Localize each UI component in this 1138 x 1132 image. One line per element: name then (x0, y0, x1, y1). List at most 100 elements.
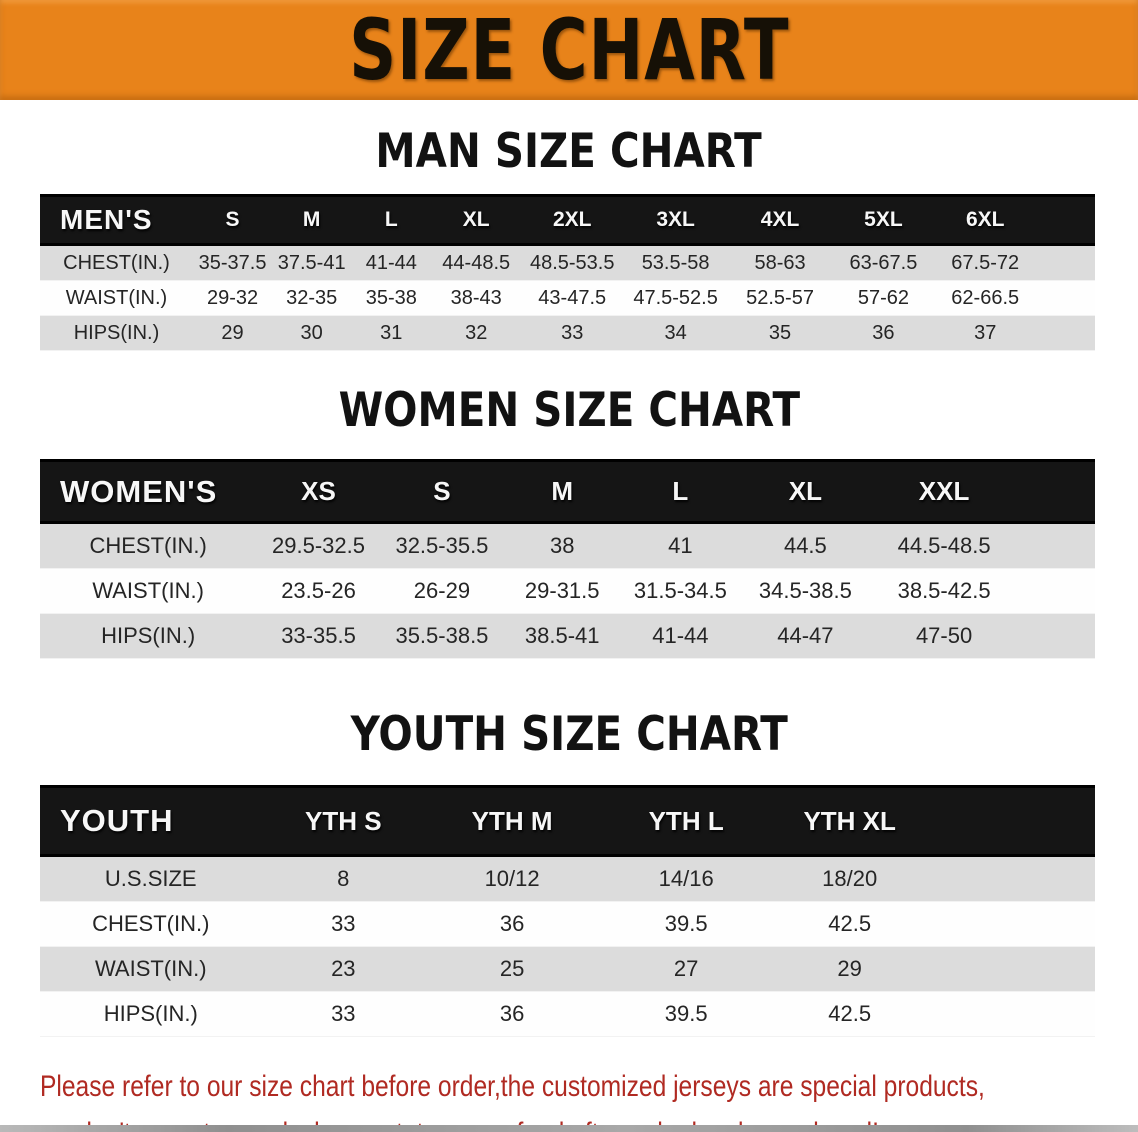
disclaimer-line-1: Please refer to our size chart before or… (40, 1063, 1138, 1110)
value-cell: 34 (664, 321, 687, 344)
column-header-cell: YTH XL (773, 785, 927, 857)
value-cell: 33 (331, 1001, 356, 1026)
men-section-heading-text: MAN SIZE CHART (375, 124, 763, 179)
men-section: MAN SIZE CHART MEN'S S M L XL 2XL 3XL 4XL 5XL 6XL… (0, 124, 1138, 351)
table-row: WAIST(IN.) 29-32 32-35 35-38 38-43 43-47.5 47.… (40, 280, 1095, 316)
column-header-cell: YTH M (425, 785, 600, 857)
value-cell: 44-47 (777, 623, 834, 648)
value-cell: 35 (768, 321, 792, 344)
value-cell: 62-66.5 (951, 286, 1020, 309)
table-title-cell: WOMEN'S (40, 459, 257, 524)
column-header-cell: L (621, 459, 740, 524)
table-row: CHEST(IN.) 29.5-32.5 32.5-35.5 38 41 44.5 44.5… (40, 522, 1095, 569)
disclaimer-line-1-text: Please refer to our size chart before or… (40, 1070, 985, 1103)
header-row: WOMEN'S XS S M L XL XXL (40, 459, 1095, 524)
value-cell: 35-37.5 (198, 251, 267, 274)
value-cell: 44.5-48.5 (897, 533, 991, 558)
youth-size-table: YOUTH YTH S YTH M YTH L YTH XL U.S.SIZE 8 10/12… (40, 785, 1095, 1037)
men-section-heading: MAN SIZE CHART (0, 124, 1138, 179)
column-header-cell: M (503, 459, 622, 524)
column-header-cell: 3XL (623, 194, 728, 246)
value-cell: 44-48.5 (442, 251, 511, 274)
table-row: HIPS(IN.) 33-35.5 35.5-38.5 38.5-41 41-44 44-… (40, 613, 1095, 659)
youth-section-heading: YOUTH SIZE CHART (0, 707, 1138, 762)
value-cell: 32-35 (286, 286, 338, 309)
value-cell: 36 (499, 911, 525, 936)
row-label-cell: WAIST(IN.) (94, 956, 207, 981)
value-cell: 63-67.5 (849, 251, 918, 274)
filler-cell (926, 947, 1095, 992)
column-header-cell: XL (431, 194, 522, 246)
value-cell: 8 (337, 866, 350, 891)
header-row: YOUTH YTH S YTH M YTH L YTH XL (40, 785, 1095, 857)
filler-cell (926, 785, 1095, 857)
value-cell: 47.5-52.5 (633, 286, 718, 309)
value-cell: 38.5-42.5 (897, 578, 991, 603)
value-cell: 37.5-41 (277, 251, 346, 274)
column-header-cell: 5XL (832, 194, 935, 246)
value-cell: 36 (872, 321, 895, 344)
filler-cell (1017, 569, 1095, 614)
banner: SIZE CHART (0, 0, 1138, 100)
banner-title: SIZE CHART (348, 1, 790, 99)
women-size-table: WOMEN'S XS S M L XL XXL CHEST(IN.) 29.5-32.5 32.5… (40, 459, 1095, 659)
value-cell: 44.5 (783, 533, 827, 558)
disclaimer: Please refer to our size chart before or… (40, 1063, 1138, 1132)
value-cell: 34.5-38.5 (758, 578, 852, 603)
value-cell: 41-44 (365, 251, 417, 274)
value-cell: 31 (380, 321, 403, 344)
value-cell: 27 (673, 956, 699, 981)
value-cell: 42.5 (828, 911, 872, 936)
value-cell: 30 (300, 321, 323, 344)
value-cell: 41-44 (652, 623, 709, 648)
men-size-table: MEN'S S M L XL 2XL 3XL 4XL 5XL 6XL CHEST(IN.) 35-37… (40, 194, 1095, 351)
column-header-cell: S (192, 194, 273, 246)
value-cell: 42.5 (828, 1001, 872, 1026)
column-header-cell: S (380, 459, 504, 524)
value-cell: 29 (221, 321, 244, 344)
value-cell: 35-38 (365, 286, 417, 309)
table-row: U.S.SIZE 8 10/12 14/16 18/20 (40, 855, 1095, 902)
value-cell: 48.5-53.5 (529, 251, 615, 274)
bottom-strip (0, 1125, 1138, 1132)
filler-cell (926, 902, 1095, 947)
value-cell: 32.5-35.5 (395, 533, 489, 558)
women-section-heading-text: WOMEN SIZE CHART (338, 383, 800, 438)
value-cell: 38-43 (450, 286, 502, 309)
value-cell: 37 (974, 321, 997, 344)
filler-cell (1036, 245, 1095, 281)
column-header-cell: YTH S (261, 785, 426, 857)
women-section: WOMEN SIZE CHART WOMEN'S XS S M L XL XXL CHEST(… (0, 383, 1138, 659)
filler-cell (1017, 614, 1095, 659)
row-label-cell: HIPS(IN.) (101, 623, 196, 648)
column-header-cell: XS (256, 459, 381, 524)
value-cell: 38.5-41 (524, 623, 600, 648)
youth-section: YOUTH SIZE CHART YOUTH YTH S YTH M YTH L YTH… (0, 707, 1138, 1037)
table-title-cell: YOUTH (40, 785, 262, 857)
value-cell: 26-29 (413, 578, 471, 603)
value-cell: 36 (499, 1001, 525, 1026)
value-cell: 14/16 (658, 866, 714, 891)
column-header-cell: 4XL (727, 194, 833, 246)
value-cell: 33 (561, 321, 584, 344)
column-header-cell: L (351, 194, 432, 246)
column-header-cell: 6XL (934, 194, 1036, 246)
table-row: HIPS(IN.) 33 36 39.5 42.5 (40, 991, 1095, 1037)
row-label-cell: CHEST(IN.) (92, 911, 210, 936)
column-header-cell: 2XL (521, 194, 624, 246)
row-label-cell: WAIST(IN.) (92, 578, 204, 603)
women-section-heading: WOMEN SIZE CHART (0, 383, 1138, 438)
value-cell: 29-32 (206, 286, 259, 309)
row-label-cell: CHEST(IN.) (89, 533, 207, 558)
table-row: CHEST(IN.) 33 36 39.5 42.5 (40, 901, 1095, 947)
value-cell: 32 (465, 321, 488, 344)
value-cell: 31.5-34.5 (633, 578, 727, 603)
youth-section-heading-text: YOUTH SIZE CHART (350, 707, 788, 762)
column-header-cell: XXL (871, 459, 1017, 524)
filler-cell (1036, 316, 1095, 351)
table-row: CHEST(IN.) 35-37.5 37.5-41 41-44 44-48.5 48.5… (40, 244, 1095, 281)
value-cell: 35.5-38.5 (395, 623, 489, 648)
value-cell: 52.5-57 (746, 286, 814, 309)
filler-cell (926, 992, 1095, 1037)
filler-cell (1035, 194, 1095, 246)
